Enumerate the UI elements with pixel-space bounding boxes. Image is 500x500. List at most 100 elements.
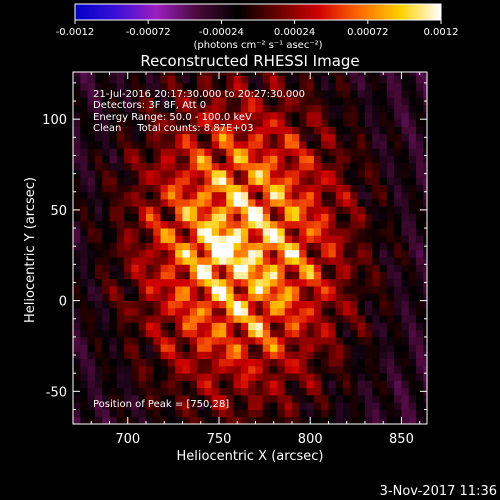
heatmap-cell [233, 416, 242, 424]
heatmap-cell [255, 322, 264, 331]
heatmap-cell [94, 278, 103, 287]
heatmap-cell [189, 344, 198, 352]
heatmap-cell [197, 206, 205, 214]
heatmap-cell [255, 184, 264, 193]
heatmap-cell [87, 336, 96, 345]
heatmap-cell [160, 199, 169, 207]
heatmap-cell [313, 169, 322, 178]
heatmap-cell [116, 169, 125, 178]
heatmap-cell [262, 169, 271, 178]
heatmap-cell [408, 72, 417, 77]
heatmap-cell [226, 416, 234, 424]
heatmap-cell [240, 191, 249, 200]
heatmap-cell [131, 264, 140, 272]
heatmap-cell [394, 264, 402, 272]
heatmap-cell [386, 133, 395, 142]
heatmap-cell [321, 264, 329, 272]
heatmap-cell [102, 271, 110, 280]
heatmap-cell [379, 300, 388, 309]
heatmap-cell [131, 235, 140, 243]
heatmap-cell [167, 257, 176, 265]
heatmap-cell [131, 184, 140, 193]
heatmap-cell [379, 373, 388, 381]
heatmap-cell [386, 82, 395, 91]
heatmap-cell [175, 191, 183, 200]
heatmap-cell [343, 373, 351, 381]
heatmap-cell [226, 336, 234, 345]
heatmap-cell [189, 380, 198, 389]
heatmap-cell [416, 351, 424, 360]
heatmap-cell [211, 358, 220, 367]
heatmap-cell [240, 177, 249, 185]
heatmap-cell [80, 264, 88, 272]
heatmap-cell [350, 169, 359, 178]
heatmap-cell [284, 111, 293, 120]
heatmap-cell [204, 380, 213, 389]
heatmap-cell [94, 365, 103, 374]
heatmap-cell [116, 344, 125, 352]
heatmap-cell [321, 220, 329, 229]
heatmap-cell [343, 300, 351, 309]
heatmap-cell [357, 148, 366, 156]
heatmap-cell [109, 344, 118, 352]
heatmap-cell [357, 300, 366, 309]
heatmap-cell [321, 140, 329, 149]
heatmap-cell [313, 257, 322, 265]
heatmap-cell [401, 286, 410, 294]
colorbar-tick-label: 0.00024 [274, 27, 315, 38]
heatmap-cell [138, 416, 147, 424]
heatmap-cell [350, 199, 359, 207]
heatmap-cell [160, 220, 169, 229]
heatmap-cell [343, 286, 351, 294]
heatmap-cell [138, 111, 147, 120]
heatmap-cell [233, 409, 242, 418]
heatmap-cell [262, 365, 271, 374]
heatmap-cell [73, 344, 81, 352]
heatmap-cell [145, 155, 154, 164]
heatmap-cell [408, 264, 417, 272]
heatmap-cell [386, 271, 395, 280]
y-tick-label: 100 [42, 113, 67, 128]
heatmap-cell [240, 90, 249, 98]
heatmap-cell [189, 169, 198, 178]
heatmap-cell [357, 140, 366, 149]
heatmap-cell [262, 97, 271, 106]
heatmap-cell [394, 365, 402, 374]
heatmap-cell [270, 119, 278, 127]
heatmap-cell [233, 228, 242, 236]
heatmap-cell [87, 373, 96, 381]
heatmap-cell [131, 162, 140, 171]
heatmap-cell [248, 140, 256, 149]
heatmap-cell [357, 409, 366, 418]
heatmap-cell [364, 344, 373, 352]
heatmap-cell [343, 220, 351, 229]
heatmap-cell [401, 365, 410, 374]
heatmap-cell [204, 351, 213, 360]
heatmap-cell [145, 206, 154, 214]
heatmap-cell [357, 293, 366, 302]
heatmap-cell [328, 228, 337, 236]
heatmap-cell [109, 380, 118, 389]
heatmap-cell [240, 336, 249, 345]
heatmap-cell [408, 191, 417, 200]
heatmap-cell [94, 140, 103, 149]
heatmap-cell [211, 155, 220, 164]
heatmap-cell [233, 242, 242, 251]
heatmap-cell [379, 315, 388, 323]
heatmap-cell [182, 344, 191, 352]
heatmap-cell [313, 75, 322, 84]
heatmap-cell [372, 119, 380, 127]
heatmap-cell [116, 373, 125, 381]
heatmap-cell [153, 329, 161, 338]
heatmap-cell [197, 97, 205, 106]
heatmap-cell [131, 148, 140, 156]
heatmap-cell [80, 387, 88, 396]
heatmap-cell [94, 119, 103, 127]
heatmap-cell [240, 293, 249, 302]
heatmap-cell [335, 300, 344, 309]
heatmap-cell [218, 300, 227, 309]
heatmap-cell [226, 322, 234, 331]
heatmap-cell [73, 351, 81, 360]
heatmap-cell [109, 213, 118, 222]
heatmap-cell [124, 409, 132, 418]
